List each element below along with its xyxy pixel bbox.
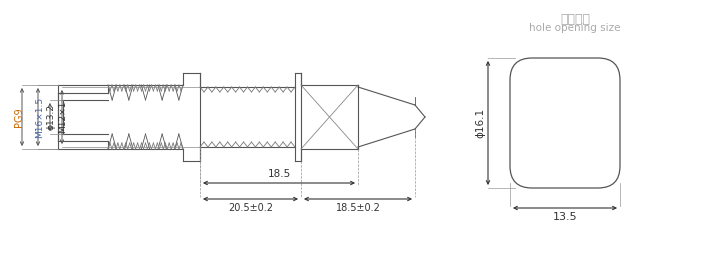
Text: PG9: PG9: [14, 107, 24, 127]
Text: M16×1.5: M16×1.5: [35, 96, 45, 138]
Text: ϕ13.2: ϕ13.2: [47, 104, 55, 130]
Text: 18.5: 18.5: [267, 169, 291, 179]
Text: 开孔尺寸: 开孔尺寸: [560, 13, 590, 26]
Text: 18.5±0.2: 18.5±0.2: [336, 203, 380, 213]
Text: 20.5±0.2: 20.5±0.2: [228, 203, 273, 213]
FancyBboxPatch shape: [510, 58, 620, 188]
Text: ϕ16.1: ϕ16.1: [475, 108, 485, 138]
Text: hole opening size: hole opening size: [529, 23, 621, 33]
Text: 13.5: 13.5: [553, 212, 577, 222]
Text: M12×1: M12×1: [58, 101, 68, 133]
